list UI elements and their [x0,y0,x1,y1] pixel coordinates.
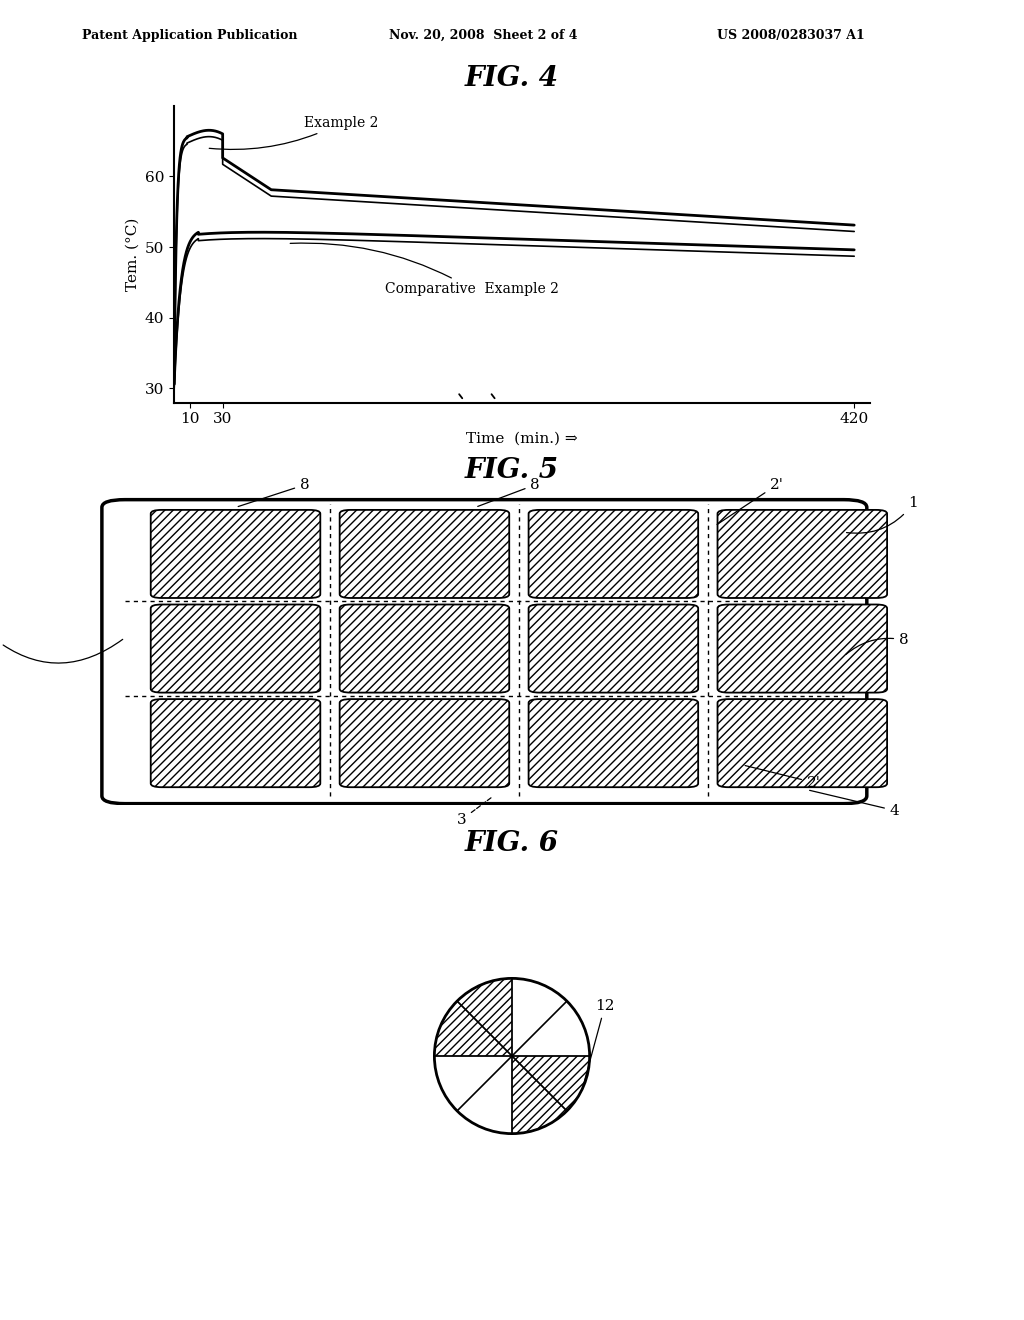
Text: FIG. 4: FIG. 4 [465,65,559,92]
Text: 8: 8 [846,632,908,655]
Text: 12: 12 [583,999,614,1086]
Text: Comparative  Example 2: Comparative Example 2 [290,243,558,296]
FancyBboxPatch shape [151,510,321,598]
Text: 8: 8 [239,478,309,507]
FancyBboxPatch shape [718,510,887,598]
FancyBboxPatch shape [528,700,698,787]
Text: 2': 2' [717,478,784,524]
FancyBboxPatch shape [151,700,321,787]
Text: 4: 4 [810,791,900,817]
Text: 3: 3 [457,797,492,826]
Text: 1C: 1C [0,627,123,663]
X-axis label: Time  (min.) ⇒: Time (min.) ⇒ [466,432,579,446]
Text: 1: 1 [847,496,919,533]
FancyBboxPatch shape [718,605,887,693]
Text: US 2008/0283037 A1: US 2008/0283037 A1 [717,29,864,42]
Text: Example 2: Example 2 [209,116,378,149]
FancyBboxPatch shape [528,605,698,693]
FancyBboxPatch shape [340,700,509,787]
Text: Patent Application Publication: Patent Application Publication [82,29,297,42]
FancyBboxPatch shape [340,510,509,598]
FancyBboxPatch shape [528,510,698,598]
Y-axis label: Tem. (°C): Tem. (°C) [125,218,139,290]
Text: FIG. 5: FIG. 5 [465,457,559,484]
FancyBboxPatch shape [718,700,887,787]
FancyBboxPatch shape [102,500,867,804]
FancyBboxPatch shape [340,605,509,693]
Text: 2': 2' [745,766,821,789]
Text: 8: 8 [478,478,540,507]
FancyBboxPatch shape [151,605,321,693]
Text: Nov. 20, 2008  Sheet 2 of 4: Nov. 20, 2008 Sheet 2 of 4 [389,29,578,42]
Text: FIG. 6: FIG. 6 [465,830,559,858]
